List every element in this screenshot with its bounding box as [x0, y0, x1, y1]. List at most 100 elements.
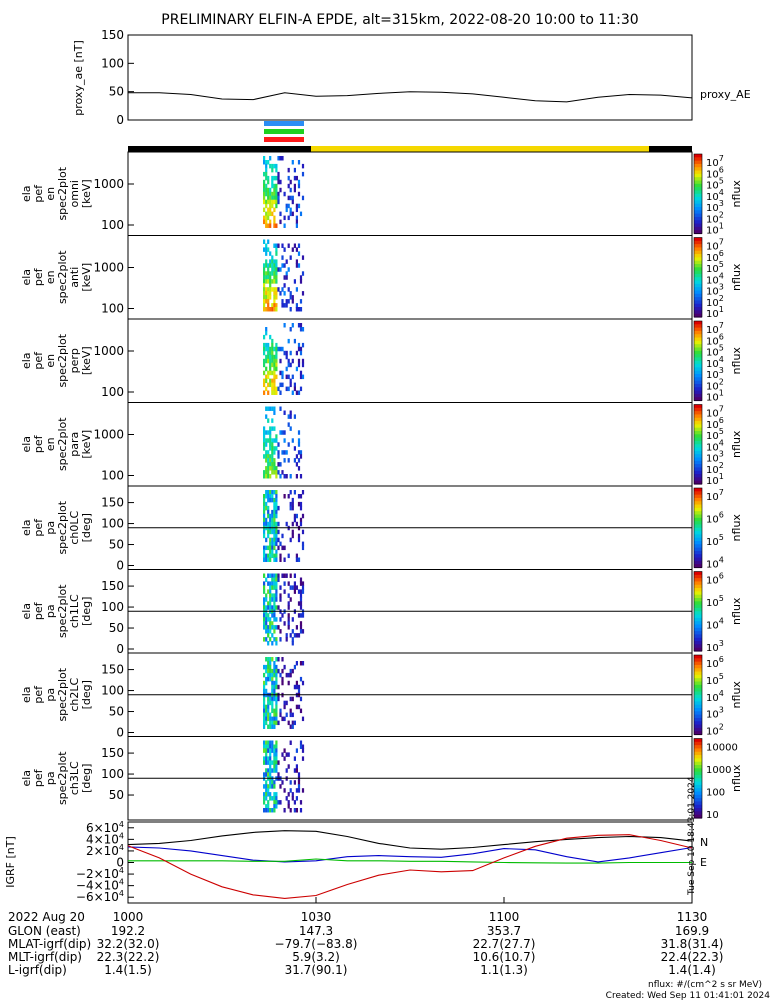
spectrogram-pixel [263, 191, 266, 197]
spectrogram-pixel [301, 680, 305, 686]
spectrogram-pixel [289, 712, 292, 718]
footer-row-value: 22.4(22.3) [661, 950, 724, 964]
spectrogram-pixel [277, 179, 280, 185]
spectrogram-pixel [269, 553, 272, 559]
spectrogram-tick-label: 0 [116, 642, 124, 656]
spectrogram-pixel [289, 501, 292, 507]
spectrogram-pixel [267, 760, 270, 765]
spectrogram-pixel [273, 537, 276, 543]
spectrogram-pixel [263, 792, 266, 797]
footer-row-label: L-igrf(dip) [8, 963, 67, 977]
spectrogram-pixel [295, 748, 298, 753]
spectrogram-pixel [277, 450, 280, 455]
spectrogram-pixel [267, 299, 270, 304]
spectrogram-pixel [271, 167, 274, 173]
colorbar-tick-label: 106 [706, 511, 724, 526]
spectrogram-ylabel-line: en [44, 354, 57, 368]
spectrogram-pixel [267, 676, 270, 682]
spectrogram-pixel [299, 454, 303, 459]
colorbar-segment [694, 290, 702, 295]
spectrogram-pixel [273, 597, 276, 602]
spectrogram-pixel [263, 581, 266, 586]
spectrogram-pixel [265, 629, 268, 634]
igrf-tick-label: 0 [116, 856, 124, 870]
spectrogram-pixel [265, 748, 268, 753]
colorbar-segment [694, 447, 702, 452]
spectrogram-pixel [295, 513, 298, 519]
spectrogram-pixel [293, 386, 296, 392]
igrf-series-line-2 [127, 846, 693, 863]
spectrogram-pixel [263, 513, 266, 519]
spectrogram-pixel [283, 621, 286, 626]
spectrogram-pixel [275, 589, 278, 594]
spectrogram-pixel [263, 442, 266, 447]
spectrogram-pixel [283, 700, 286, 706]
spectrogram-pixel [279, 712, 282, 718]
colorbar-segment [694, 624, 702, 629]
spectrogram-pixel [271, 748, 274, 753]
colorbar-segment [694, 497, 702, 502]
spectrogram-pixel [277, 462, 280, 467]
spectrogram-pixel [295, 287, 298, 292]
colorbar-segment [694, 641, 702, 645]
spectrogram-pixel [263, 279, 266, 284]
spectrogram-pixel [271, 279, 274, 284]
spectrogram-pixel [273, 187, 276, 193]
spectrogram-pixel [265, 744, 268, 749]
spectrogram-pixel [277, 529, 280, 535]
colorbar-segment [694, 778, 702, 783]
spectrogram-pixel [275, 474, 278, 479]
spectrogram-pixel [275, 358, 278, 364]
spectrogram-pixel [287, 175, 290, 181]
spectrogram-pixel [281, 545, 284, 551]
spectrogram-pixel [279, 156, 282, 161]
spectrogram-pixel [281, 716, 284, 722]
colorbar-segment [694, 501, 702, 506]
spectrogram-pixel [273, 513, 276, 519]
spectrogram-pixel [269, 490, 272, 495]
colorbar-segment [694, 303, 702, 308]
spectrogram-pixel [265, 378, 268, 384]
spectrogram-pixel [263, 704, 266, 710]
spectrogram-pixel [301, 585, 305, 590]
spectrogram-pixel [291, 501, 294, 507]
spectrogram-pixel [269, 494, 272, 499]
spectrogram-pixel [279, 219, 282, 225]
spectrogram-pixel [283, 788, 286, 793]
spectrogram-pixel [269, 760, 272, 765]
spectrogram-pixel [275, 175, 278, 181]
footer-row-value: 22.7(27.7) [473, 937, 536, 951]
spectrogram-pixel [271, 672, 274, 678]
spectrogram-pixel [283, 573, 286, 578]
spectrogram-pixel [273, 382, 276, 388]
colorbar-segment [694, 230, 702, 235]
spectrogram-pixel [263, 239, 266, 244]
spectrogram-pixel [263, 247, 266, 252]
spectrogram-pixel [273, 303, 276, 308]
spectrogram-pixel [273, 581, 276, 586]
spectrogram-pixel [269, 549, 272, 555]
spectrogram-ylabel-line: para [68, 432, 81, 457]
colorbar-tick-label: 10 [706, 810, 719, 821]
spectrogram-pixel [267, 160, 270, 165]
spectrogram-pixel [299, 808, 303, 813]
colorbar-segment [694, 464, 702, 469]
spectrogram-pixel [293, 279, 296, 284]
spectrogram-pixel [275, 664, 278, 670]
spectrogram-pixel [269, 716, 272, 722]
spectrogram-pixel [263, 625, 266, 630]
spectrogram-pixel [291, 641, 294, 646]
spectrogram-pixel [283, 438, 286, 443]
spectrogram-pixel [297, 684, 301, 690]
colorbar-tick-label: 104 [706, 556, 724, 571]
spectrogram-pixel [273, 593, 276, 598]
spectrogram-pixel [269, 497, 272, 503]
spectrogram-pixel [277, 577, 280, 582]
spectrogram-pixel [277, 720, 280, 726]
spectrogram-pixel [269, 307, 272, 312]
colorbar-tick-label: 103 [706, 639, 724, 654]
spectrogram-pixel [267, 191, 270, 197]
spectrogram-pixel [263, 740, 266, 745]
spectrogram-pixel [301, 613, 305, 618]
